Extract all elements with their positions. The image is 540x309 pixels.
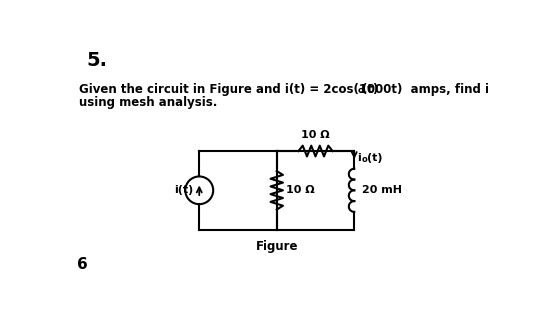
Text: (t): (t)	[362, 83, 379, 96]
Text: (t): (t)	[367, 153, 382, 163]
Text: o: o	[357, 86, 363, 95]
Text: 10 Ω: 10 Ω	[301, 130, 330, 140]
Text: Figure: Figure	[255, 240, 298, 253]
Text: i: i	[357, 153, 361, 163]
Text: 10 Ω: 10 Ω	[286, 185, 315, 195]
Text: using mesh analysis.: using mesh analysis.	[79, 95, 218, 108]
Text: o: o	[362, 155, 368, 164]
Text: 20 mH: 20 mH	[362, 185, 402, 195]
Text: Given the circuit in Figure and i(t) = 2cos(1000t)  amps, find i: Given the circuit in Figure and i(t) = 2…	[79, 83, 489, 96]
Text: i(t): i(t)	[174, 185, 193, 195]
Text: 6: 6	[77, 257, 87, 272]
Text: 5.: 5.	[87, 51, 108, 70]
